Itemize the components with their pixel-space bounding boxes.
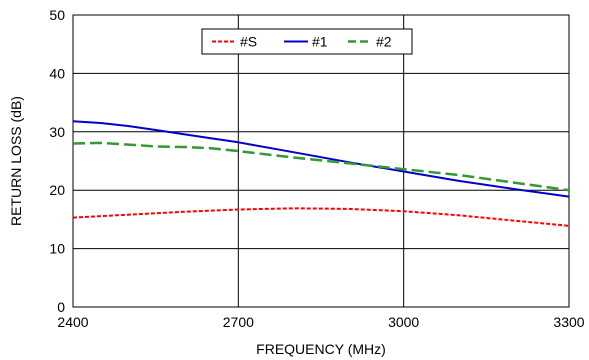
plot-area-frame [72,14,570,308]
y-tick-label: 50 [49,7,65,23]
x-tick-label: 2400 [57,314,88,330]
legend-label: #1 [312,34,328,50]
legend-label: #2 [376,34,392,50]
legend: #S #1 #2 [201,28,413,55]
y-tick-label: 30 [49,124,65,140]
series-line-1 [72,120,570,198]
y-tick-label: 10 [49,241,65,257]
x-tick-label: 3000 [388,314,419,330]
legend-label: #S [240,34,257,50]
y-tick-label: 40 [49,65,65,81]
y-tick-label: 20 [49,182,65,198]
series-layer [72,120,570,227]
series-line-0 [72,207,570,227]
y-axis-title: RETURN LOSS (dB) [8,96,24,226]
x-tick-label: 2700 [223,314,254,330]
y-tick-labels: 0 10 20 30 40 50 [49,7,65,315]
x-tick-labels: 2400 2700 3000 3300 [57,314,584,330]
x-axis-title: FREQUENCY (MHz) [256,341,386,357]
y-tick-label: 0 [57,299,65,315]
x-tick-label: 3300 [553,314,584,330]
series-line-2 [72,141,570,192]
